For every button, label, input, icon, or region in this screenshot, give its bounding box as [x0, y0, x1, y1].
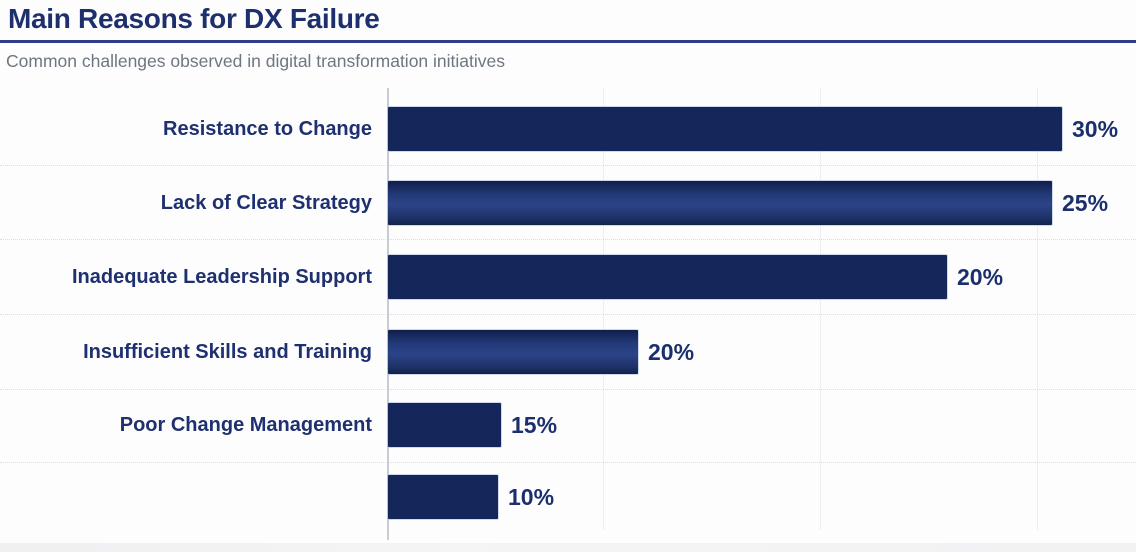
- category-label: Lack of Clear Strategy: [160, 191, 372, 214]
- bar: [388, 181, 1052, 225]
- bar: [388, 255, 947, 299]
- title-divider: [0, 40, 1136, 43]
- bar: [388, 107, 1062, 151]
- horizontal-gridline: [0, 462, 1136, 463]
- horizontal-gridline: [0, 389, 1136, 390]
- category-label: Resistance to Change: [163, 117, 372, 140]
- bar: [388, 330, 638, 374]
- value-label: 20%: [648, 338, 695, 365]
- value-label: 15%: [511, 411, 558, 438]
- horizontal-gridline: [0, 239, 1136, 240]
- value-label: 25%: [1062, 189, 1109, 216]
- horizontal-gridline: [0, 314, 1136, 315]
- y-axis-line: [387, 88, 389, 540]
- bottom-shadow-strip: [0, 543, 1136, 552]
- horizontal-gridline: [0, 165, 1136, 166]
- value-label: 20%: [957, 263, 1004, 290]
- bar: [388, 403, 501, 447]
- chart-title: Main Reasons for DX Failure: [8, 3, 380, 34]
- category-label: Poor Change Management: [119, 413, 372, 436]
- category-label: Insufficient Skills and Training: [83, 340, 372, 363]
- vertical-gridline: [1037, 88, 1038, 530]
- vertical-gridline: [820, 88, 821, 530]
- value-label: 10%: [508, 483, 555, 510]
- chart-subtitle: Common challenges observed in digital tr…: [6, 51, 505, 71]
- bar: [388, 475, 498, 519]
- vertical-gridline: [603, 88, 604, 530]
- category-label: Inadequate Leadership Support: [71, 265, 372, 288]
- value-label: 30%: [1072, 115, 1119, 142]
- category-label: [0, 475, 372, 519]
